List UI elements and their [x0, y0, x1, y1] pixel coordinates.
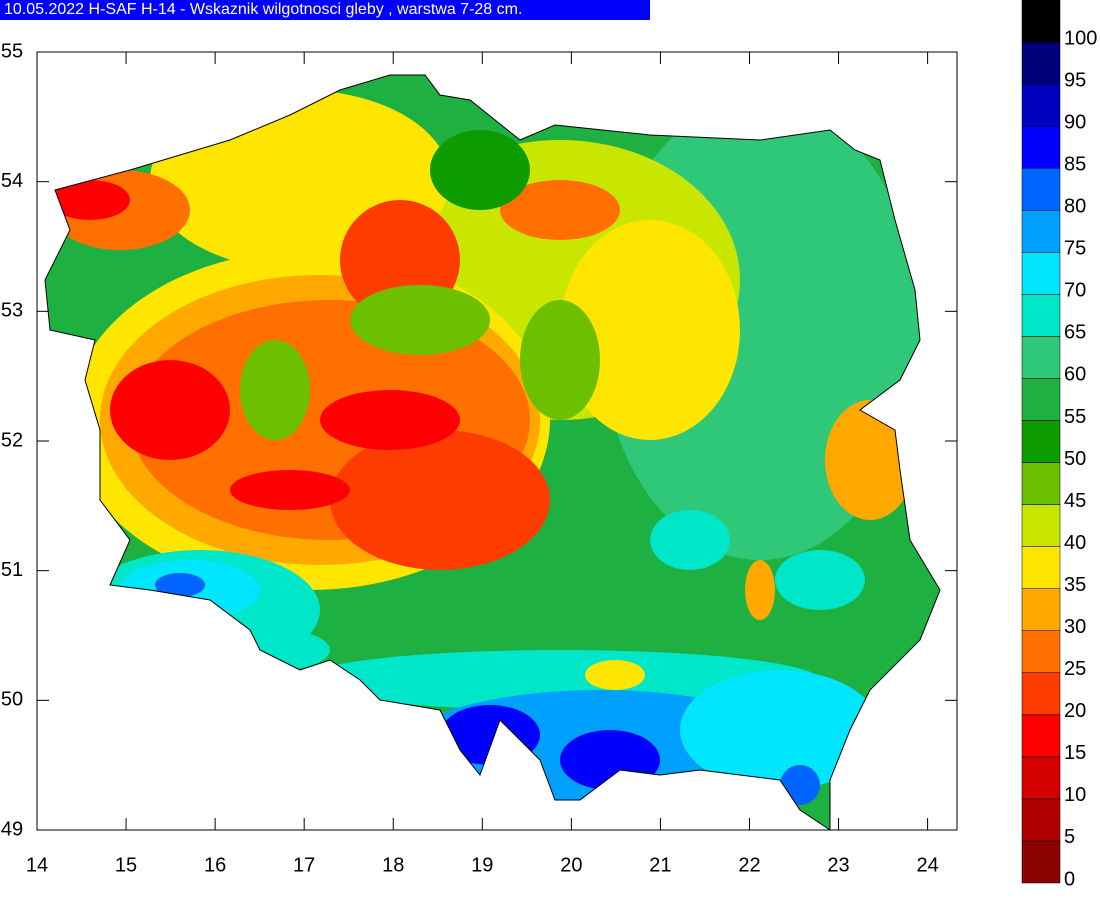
y-tick-label: 52: [1, 429, 23, 451]
legend-label: 25: [1064, 658, 1086, 680]
y-tick-label: 51: [1, 559, 23, 581]
legend-label: 60: [1064, 364, 1086, 386]
x-tick-label: 19: [471, 854, 493, 876]
legend-swatch: [1021, 546, 1061, 589]
legend-swatch: [1021, 630, 1061, 674]
title-box: [0, 0, 650, 20]
legend-label: 0: [1064, 868, 1075, 890]
x-tick-label: 23: [827, 854, 849, 876]
legend-swatch: [1021, 294, 1061, 337]
legend-label: 50: [1064, 448, 1086, 470]
legend-label: 5: [1064, 826, 1075, 848]
y-tick-label: 54: [1, 170, 23, 192]
legend-label: 95: [1064, 69, 1086, 91]
legend-label: 30: [1064, 616, 1086, 638]
x-tick-label: 14: [26, 854, 48, 876]
legend-swatch: [1021, 83, 1061, 127]
x-tick-label: 17: [293, 854, 315, 876]
legend-swatch: [1021, 798, 1061, 842]
legend-label: 15: [1064, 742, 1086, 764]
legend-swatch: [1021, 462, 1061, 505]
legend-label: 70: [1064, 280, 1086, 302]
legend-label: 75: [1064, 238, 1086, 260]
legend-swatch: [1021, 41, 1061, 85]
legend-swatch: [1021, 504, 1061, 547]
legend-swatch: [1021, 672, 1061, 716]
legend-label: 100: [1064, 27, 1097, 49]
legend-swatch: [1021, 840, 1061, 884]
y-tick-label: 50: [1, 689, 23, 711]
legend-label: 10: [1064, 784, 1086, 806]
legend-label: 35: [1064, 574, 1086, 596]
legend-swatch: [1021, 125, 1061, 169]
legend-label: 20: [1064, 700, 1086, 722]
legend-swatch: [1021, 378, 1061, 421]
legend-label: 45: [1064, 490, 1086, 512]
x-tick-label: 22: [738, 854, 760, 876]
legend-label: 65: [1064, 322, 1086, 344]
y-tick-label: 49: [1, 818, 23, 840]
legend-swatch: [1021, 588, 1061, 631]
title: 10.05.2022 H-SAF H-14 - Wskaznik wilgotn…: [4, 1, 522, 18]
legend-swatch: [1021, 0, 1061, 43]
legend-swatch: [1021, 420, 1061, 463]
x-tick-label: 20: [560, 854, 582, 876]
legend-swatch: [1021, 714, 1061, 758]
y-tick-label: 55: [1, 40, 23, 62]
x-tick-label: 15: [115, 854, 137, 876]
legend-label: 85: [1064, 153, 1086, 175]
legend-swatch: [1021, 252, 1061, 295]
legend-swatch: [1021, 756, 1061, 800]
legend-label: 55: [1064, 406, 1086, 428]
legend-swatch: [1021, 167, 1061, 211]
y-tick-label: 53: [1, 300, 23, 322]
legend-label: 90: [1064, 111, 1086, 133]
x-tick-label: 21: [649, 854, 671, 876]
legend-label: 40: [1064, 532, 1086, 554]
x-tick-label: 16: [204, 854, 226, 876]
x-tick-label: 24: [916, 854, 938, 876]
legend-swatch: [1021, 336, 1061, 379]
x-tick-label: 18: [382, 854, 404, 876]
legend-label: 80: [1064, 196, 1086, 218]
soil-moisture-field: [45, 75, 940, 830]
legend-swatch: [1021, 209, 1061, 253]
